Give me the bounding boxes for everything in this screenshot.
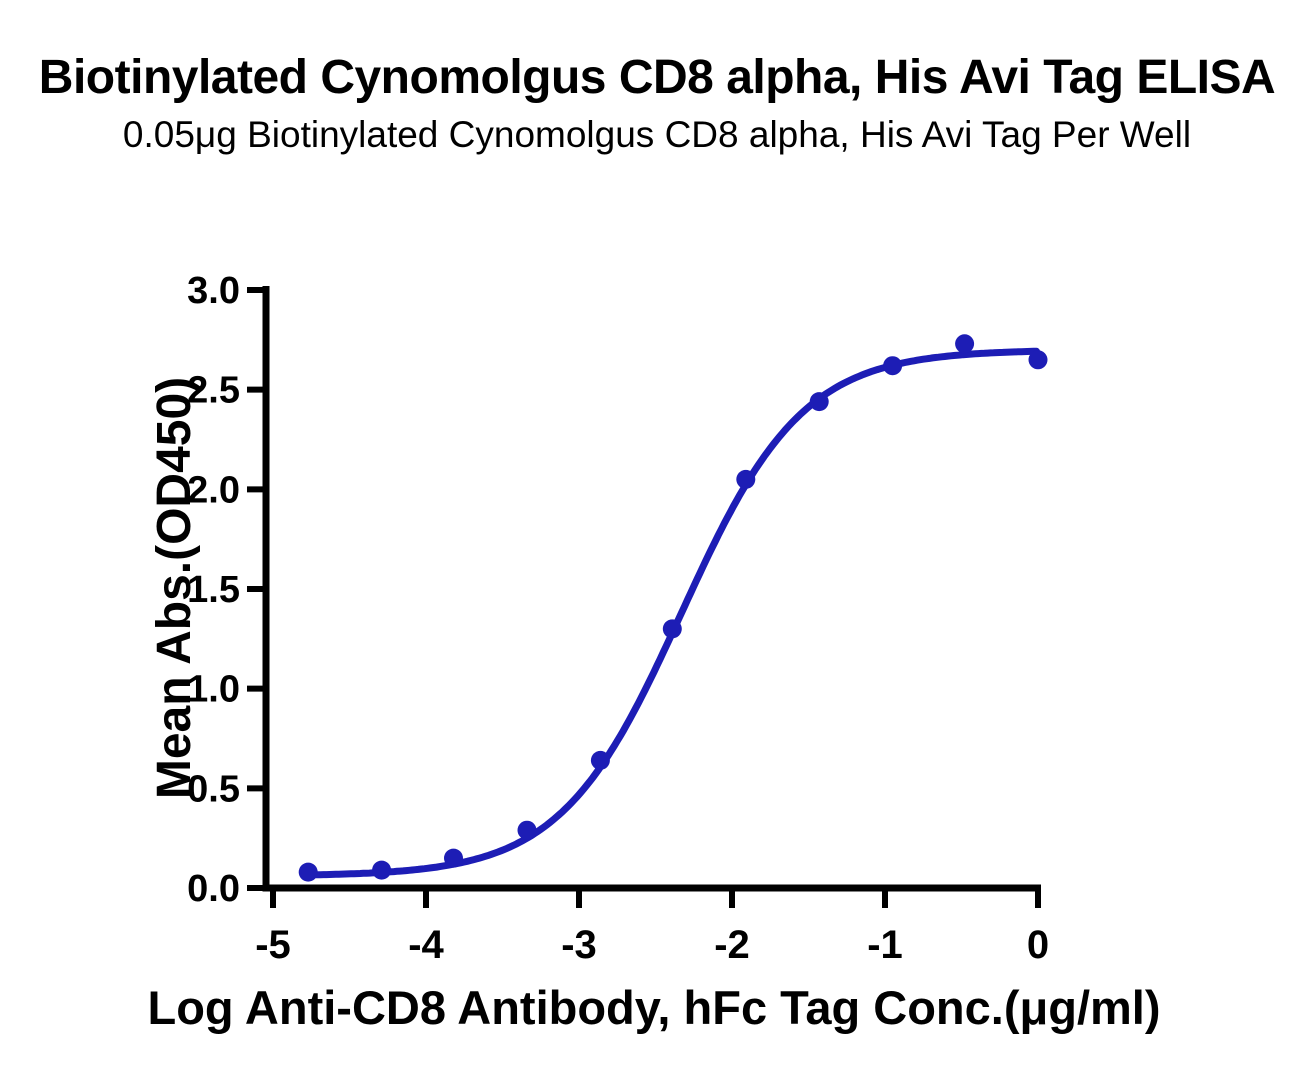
- data-point: [517, 820, 537, 840]
- data-point: [662, 619, 682, 639]
- data-point: [590, 750, 610, 770]
- data-point: [736, 469, 756, 489]
- y-tick-label: 2.0: [187, 469, 240, 511]
- x-tick-label: 0: [1027, 923, 1049, 967]
- y-tick-label: 0.5: [187, 768, 240, 810]
- y-axis-title: Mean Abs.(OD450): [148, 377, 201, 799]
- x-tick-label: -1: [867, 923, 903, 967]
- fit-curve: [304, 347, 1040, 879]
- data-point: [883, 356, 903, 376]
- chart-subtitle: 0.05μg Biotinylated Cynomolgus CD8 alpha…: [122, 114, 1192, 155]
- y-tick-label: 3.0: [187, 270, 240, 312]
- y-tick-label: 0.0: [187, 868, 240, 910]
- data-point: [444, 848, 463, 868]
- data-point: [372, 860, 392, 880]
- data-point: [809, 392, 829, 412]
- x-tick-label: -2: [714, 923, 750, 967]
- data-point: [1028, 350, 1048, 370]
- data-point: [955, 334, 975, 354]
- x-tick-label: -4: [408, 923, 444, 967]
- y-tick-label: 1.5: [187, 569, 240, 611]
- x-tick-label: -5: [255, 923, 291, 967]
- chart-title: Biotinylated Cynomolgus CD8 alpha, His A…: [38, 51, 1276, 104]
- data-point: [298, 862, 318, 882]
- x-axis-title: Log Anti-CD8 Antibody, hFc Tag Conc.(μg/…: [147, 981, 1160, 1034]
- y-tick-label: 1.0: [187, 669, 240, 711]
- y-tick-label: 2.5: [187, 370, 240, 412]
- axis-frame: [262, 286, 1041, 892]
- x-tick-label: -3: [561, 923, 597, 967]
